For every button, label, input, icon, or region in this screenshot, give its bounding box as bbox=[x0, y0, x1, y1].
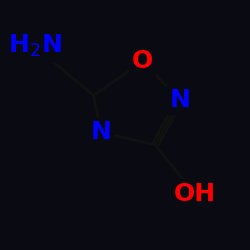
Text: H$_2$N: H$_2$N bbox=[8, 33, 61, 59]
Text: OH: OH bbox=[174, 182, 216, 206]
Text: N: N bbox=[169, 88, 190, 112]
Text: O: O bbox=[132, 49, 154, 73]
Text: N: N bbox=[90, 120, 112, 144]
